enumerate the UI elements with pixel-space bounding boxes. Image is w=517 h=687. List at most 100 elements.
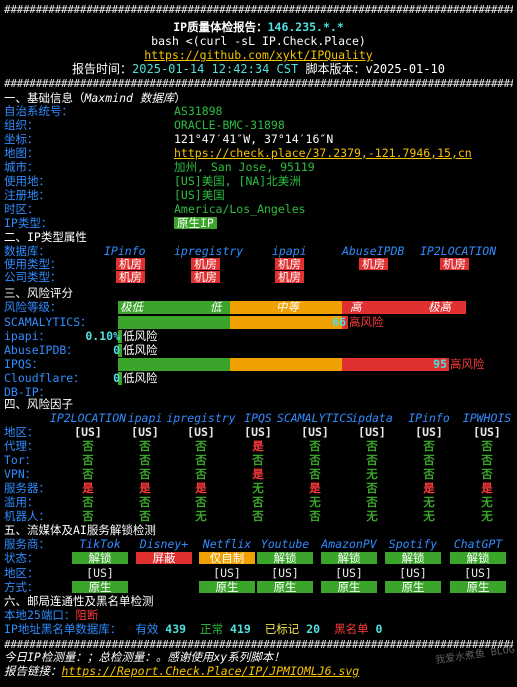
factor-source-name: IPinfo: [408, 411, 450, 425]
factor-value: 无: [481, 495, 493, 509]
basic-row: 坐标： 121°47′41″W, 37°14′16″N: [4, 132, 333, 146]
factor-value: 否: [423, 439, 435, 453]
footer-link-row: 报告链接：https://Report.Check.Place/IP/JPMIO…: [4, 664, 360, 678]
risk-score-bar: [118, 344, 122, 357]
risk-score-text: 高风险: [450, 357, 485, 371]
section-risk-heading: 三、风险评分: [4, 286, 73, 300]
basic-row-label: 自治系统号：: [4, 104, 73, 118]
factor-value: 否: [82, 453, 94, 467]
iptype-db-label: 数据库：: [4, 244, 50, 258]
streaming-row-label: 地区：: [4, 566, 39, 580]
factor-value: 否: [366, 439, 378, 453]
unlock-status-badge: 解锁: [450, 552, 506, 564]
report-title: IP质量体检报告：146.235.*.*: [4, 20, 513, 34]
usage-type-badge: 机房: [116, 258, 145, 270]
factor-value: [US]: [415, 425, 443, 439]
unlock-method-badge: 原生: [385, 581, 441, 593]
repo-link[interactable]: https://github.com/xykt/IPQuality: [144, 48, 373, 62]
factor-value: 否: [82, 495, 94, 509]
basic-row: 自治系统号： AS31898: [4, 104, 222, 118]
unlock-method-badge: 原生: [321, 581, 377, 593]
unlock-method-badge: 原生: [199, 581, 255, 593]
risk-level-label: 风险等级：: [4, 300, 62, 314]
factor-value: 否: [366, 495, 378, 509]
iptype-db-name: IP2LOCATION: [420, 244, 497, 258]
streaming-service-name: AmazonPV: [321, 537, 377, 551]
risk-level-text: 极低: [120, 300, 143, 314]
risk-score-number: 0: [113, 371, 120, 385]
factor-row-label: VPN：: [4, 467, 37, 481]
marked-count: 20: [306, 622, 321, 636]
ip-address: 146.235.*.*: [267, 20, 344, 34]
company-type-badge: 机房: [116, 271, 145, 283]
risk-score-label: Cloudflare：: [4, 371, 85, 385]
streaming-service-name: Youtube: [260, 537, 310, 551]
normal-label: 正常: [200, 622, 224, 636]
separator-1: ########################################…: [4, 77, 513, 90]
risk-score-row: AbuseIPDB：: [4, 343, 78, 357]
risk-score-number: 0.10%: [85, 329, 120, 343]
risk-score-label: ipapi：: [4, 329, 51, 343]
factor-value: 否: [82, 467, 94, 481]
map-link[interactable]: https://check.place/37.2379,-121.7946,15…: [174, 146, 472, 160]
risk-score-text: 低风险: [123, 343, 158, 357]
ip-type-badge: 原生IP: [174, 217, 217, 229]
factor-value: 否: [309, 467, 321, 481]
factor-value: 是: [252, 439, 264, 453]
factor-value: 否: [366, 453, 378, 467]
factor-value: 无: [366, 509, 378, 523]
factor-value: 否: [195, 467, 207, 481]
streaming-row-label: 状态：: [4, 551, 39, 565]
risk-score-bar: [118, 358, 230, 371]
report-link[interactable]: https://Report.Check.Place/IP/JPMIOMLJ6.…: [61, 664, 360, 678]
factor-value: [US]: [301, 425, 329, 439]
streaming-region: [US]: [335, 566, 363, 580]
streaming-region: [US]: [213, 566, 241, 580]
factor-value: 否: [423, 467, 435, 481]
repo-link-line: https://github.com/xykt/IPQuality: [4, 48, 513, 62]
factor-value: 否: [139, 453, 151, 467]
valid-count: 439: [165, 622, 187, 636]
streaming-region: [US]: [86, 566, 114, 580]
basic-row-value: ORACLE-BMC-31898: [174, 118, 285, 132]
basic-row: IP类型： 原生IP: [4, 216, 217, 230]
basic-row: 组织： ORACLE-BMC-31898: [4, 118, 285, 132]
normal-count: 419: [230, 622, 251, 636]
basic-heading-text: 一、基础信息（: [4, 91, 85, 105]
time-label: 报告时间：: [72, 62, 133, 76]
streaming-region: [US]: [464, 566, 492, 580]
basic-row-label: 使用地：: [4, 174, 50, 188]
factor-value: [US]: [187, 425, 215, 439]
risk-level-segment: [342, 301, 466, 314]
factor-source-name: ipregistry: [166, 411, 236, 425]
factor-source-name: ipapi: [127, 411, 163, 425]
section-factors-heading: 四、风险因子: [4, 397, 73, 411]
factor-value: 否: [195, 495, 207, 509]
risk-level-text: 低: [210, 300, 222, 314]
risk-score-bar: [118, 330, 122, 343]
usage-type-badge: 机房: [275, 258, 304, 270]
usage-type-badge: 机房: [440, 258, 469, 270]
valid-label: 有效: [135, 622, 159, 636]
usage-type-badge: 机房: [191, 258, 220, 270]
factor-value: [US]: [358, 425, 386, 439]
smtp-port-value: 阻断: [75, 608, 99, 622]
risk-level-text: 高: [350, 300, 362, 314]
section-iptype-heading: 二、IP类型属性: [4, 230, 87, 244]
factor-value: 是: [423, 481, 435, 495]
basic-row-label: 组织：: [4, 118, 39, 132]
factor-value: 无: [423, 495, 435, 509]
factor-value: 否: [139, 509, 151, 523]
risk-score-bar: [118, 316, 230, 329]
version-label: 脚本版本：: [305, 62, 366, 76]
risk-score-label: DB-IP：: [4, 385, 51, 399]
risk-score-number: 0: [113, 343, 120, 357]
factor-value: [US]: [131, 425, 159, 439]
section-basic-heading: 一、基础信息（Maxmind 数据库）: [4, 91, 186, 105]
factor-value: 否: [252, 453, 264, 467]
streaming-service-name: TikTok: [79, 537, 121, 551]
unlock-status-badge: 解锁: [321, 552, 377, 564]
factor-source-name: IP2LOCATION: [49, 411, 127, 425]
factor-value: 否: [309, 453, 321, 467]
factor-value: 否: [366, 481, 378, 495]
